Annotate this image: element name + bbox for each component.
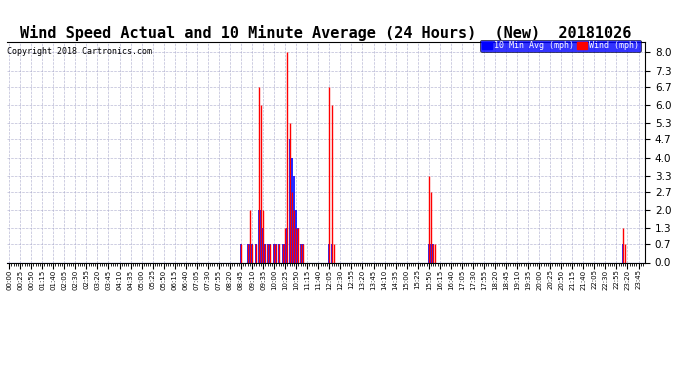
Title: Wind Speed Actual and 10 Minute Average (24 Hours)  (New)  20181026: Wind Speed Actual and 10 Minute Average …	[20, 25, 632, 41]
Text: Copyright 2018 Cartronics.com: Copyright 2018 Cartronics.com	[7, 47, 152, 56]
Legend: 10 Min Avg (mph), Wind (mph): 10 Min Avg (mph), Wind (mph)	[480, 39, 641, 52]
